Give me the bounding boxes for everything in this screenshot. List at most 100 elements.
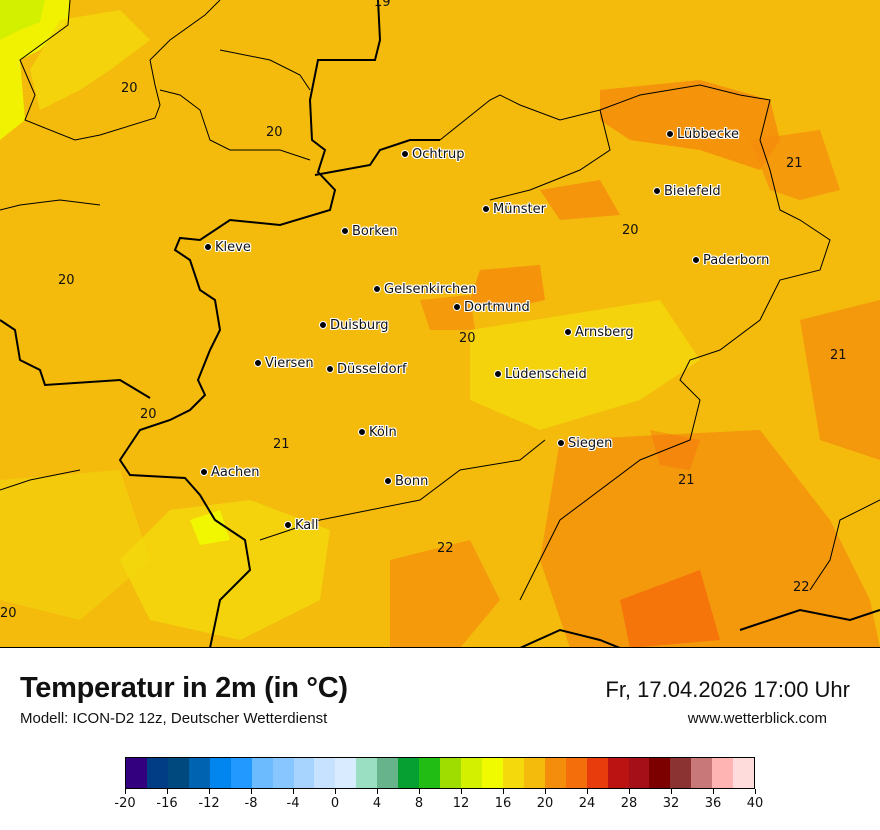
city-marker-siegen: Siegen [557, 437, 612, 451]
city-dot-icon [341, 226, 349, 235]
map-border [0, 647, 880, 648]
temperature-map: 19 20 20 21 20 20 20 21 20 21 21 22 22 2… [0, 0, 880, 648]
colorbar-segment [733, 758, 755, 788]
city-name: Kall [295, 518, 319, 533]
colorbar-tick [628, 789, 630, 794]
colorbar-tick-label: 0 [330, 796, 340, 811]
contour-label: 20 [459, 331, 476, 346]
colorbar-segment [544, 758, 566, 788]
colorbar-ticks: -20 -16 -12 -8 -4 0 4 8 12 16 20 24 28 32 36 40 [114, 789, 763, 811]
colorbar-tick [166, 789, 168, 794]
city-marker-muenster: Münster [482, 203, 546, 217]
colorbar-segment [146, 758, 168, 788]
colorbar-segment [167, 758, 189, 788]
city-marker-dortmund: Dortmund [453, 301, 530, 315]
colorbar-segment [607, 758, 629, 788]
colorbar-segment [356, 758, 378, 788]
contour-label: 19 [374, 0, 391, 10]
colorbar-tick [460, 789, 462, 794]
colorbar-segment [461, 758, 482, 788]
city-marker-kall: Kall [284, 519, 319, 533]
city-dot-icon [692, 255, 700, 264]
city-name: Aachen [211, 465, 260, 480]
colorbar-segment [649, 758, 671, 788]
colorbar-segment [502, 758, 524, 788]
city-marker-borken: Borken [341, 225, 398, 239]
contour-label: 20 [266, 125, 283, 140]
city-name: Köln [369, 425, 397, 440]
colorbar-segment [335, 758, 357, 788]
forecast-datetime: Fr, 17.04.2026 17:00 Uhr [605, 677, 850, 702]
colorbar-segment [481, 758, 503, 788]
page-title: Temperatur in 2m (in °C) [20, 672, 348, 704]
city-name: Kleve [215, 240, 251, 255]
colorbar-segment [440, 758, 461, 788]
city-dot-icon [666, 129, 674, 138]
city-name: Bielefeld [664, 184, 721, 199]
contour-label: 22 [437, 541, 454, 556]
colorbar-tick [502, 789, 504, 794]
city-name: Duisburg [330, 318, 389, 333]
city-name: Lübbecke [677, 127, 739, 142]
map-graphics [0, 0, 880, 648]
colorbar-tick [754, 789, 756, 794]
colorbar-tick-label: -12 [198, 796, 220, 811]
colorbar-tick-label: -20 [114, 796, 136, 811]
city-marker-viersen: Viersen [254, 357, 314, 371]
colorbar-segment [272, 758, 294, 788]
contour-label: 21 [273, 437, 290, 452]
city-dot-icon [384, 476, 392, 485]
colorbar-tick-label: 12 [452, 796, 470, 811]
city-marker-arnsberg: Arnsberg [564, 326, 634, 340]
colorbar-tick-label: 40 [746, 796, 764, 811]
colorbar-segment [670, 758, 692, 788]
model-subtitle: Modell: ICON-D2 12z, Deutscher Wetterdie… [20, 710, 328, 727]
colorbar-segment [586, 758, 608, 788]
contour-label: 20 [140, 407, 157, 422]
contour-label: 22 [793, 580, 810, 595]
colorbar-tick [376, 789, 378, 794]
colorbar-segment [712, 758, 734, 788]
colorbar-segment [314, 758, 336, 788]
city-name: Münster [493, 202, 546, 217]
colorbar-segment [230, 758, 252, 788]
contour-label: 20 [622, 223, 639, 238]
city-dot-icon [200, 467, 208, 476]
contour-label: 21 [678, 473, 695, 488]
colorbar-tick-label: 8 [414, 796, 424, 811]
city-dot-icon [326, 364, 334, 373]
colorbar-tick-label: 32 [662, 796, 680, 811]
colorbar-tick [208, 789, 210, 794]
colorbar-segment [398, 758, 420, 788]
colorbar-tick [418, 789, 420, 794]
colorbar-tick-label: 36 [704, 796, 722, 811]
colorbar-tick-label: 4 [372, 796, 382, 811]
city-dot-icon [319, 320, 327, 329]
website-link[interactable]: www.wetterblick.com [687, 710, 827, 727]
city-name: Gelsenkirchen [384, 282, 477, 297]
colorbar [125, 757, 755, 789]
city-name: Siegen [568, 436, 613, 451]
city-name: Lüdenscheid [505, 367, 587, 382]
city-name: Bonn [395, 474, 429, 489]
city-name: Ochtrup [412, 147, 465, 162]
city-dot-icon [557, 438, 565, 447]
colorbar-segment [419, 758, 441, 788]
city-dot-icon [204, 242, 212, 251]
city-marker-bonn: Bonn [384, 475, 428, 489]
contour-label: 20 [0, 606, 17, 621]
colorbar-segment [377, 758, 399, 788]
contour-label: 21 [830, 348, 847, 363]
contour-label: 20 [58, 273, 75, 288]
city-dot-icon [482, 204, 490, 213]
colorbar-tick-label: -8 [244, 796, 258, 811]
city-dot-icon [401, 149, 409, 158]
colorbar-segment [293, 758, 315, 788]
city-marker-bielefeld: Bielefeld [653, 185, 721, 199]
colorbar-tick [292, 789, 294, 794]
colorbar-tick [670, 789, 672, 794]
colorbar-tick-label: 20 [536, 796, 554, 811]
city-marker-ochtrup: Ochtrup [401, 148, 465, 162]
city-dot-icon [564, 327, 572, 336]
city-dot-icon [373, 284, 381, 293]
